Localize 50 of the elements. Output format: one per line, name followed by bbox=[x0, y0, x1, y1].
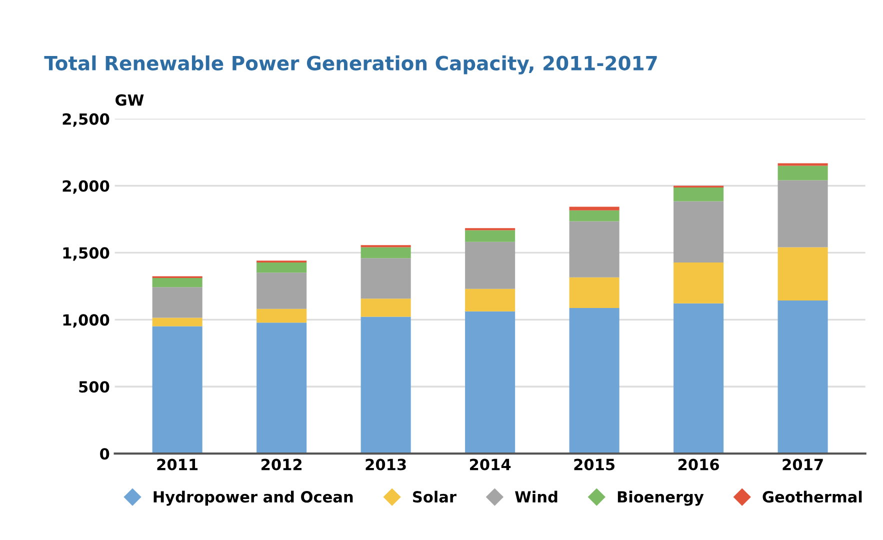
bar bbox=[569, 206, 620, 210]
bar bbox=[152, 278, 202, 288]
bar bbox=[674, 262, 724, 304]
bar bbox=[569, 277, 620, 308]
legend-label: Wind bbox=[515, 490, 558, 503]
bar bbox=[360, 298, 411, 317]
bar bbox=[256, 262, 307, 273]
bar bbox=[152, 287, 202, 318]
legend-label: Geothermal bbox=[762, 490, 862, 503]
y-tick-label: 500 bbox=[79, 381, 110, 393]
bar bbox=[256, 272, 307, 309]
x-tick-label: 2012 bbox=[262, 458, 302, 470]
bar bbox=[778, 180, 828, 248]
bar bbox=[674, 303, 724, 454]
legend-label: Solar bbox=[413, 490, 456, 503]
bar bbox=[778, 247, 828, 301]
bar bbox=[674, 201, 724, 262]
x-tick-label: 2014 bbox=[470, 458, 511, 470]
y-axis-title: GW bbox=[116, 94, 144, 106]
bar bbox=[360, 316, 411, 454]
chart-title: Total Renewable Power Generation Capacity, 2011-2017 bbox=[44, 55, 657, 74]
bar bbox=[465, 242, 516, 289]
bar bbox=[778, 300, 828, 454]
bar bbox=[152, 318, 202, 326]
legend-label: Bioenergy bbox=[618, 490, 704, 506]
bar bbox=[778, 166, 828, 180]
bar bbox=[256, 308, 307, 323]
y-tick-label: 0 bbox=[100, 448, 110, 460]
x-tick-label: 2017 bbox=[782, 458, 823, 470]
y-tick-label: 2,500 bbox=[62, 113, 110, 127]
x-tick-label: 2016 bbox=[678, 458, 719, 470]
x-tick-label: 2013 bbox=[366, 458, 406, 470]
bar bbox=[360, 247, 411, 258]
bar bbox=[569, 308, 620, 454]
bar bbox=[674, 188, 724, 202]
y-tick-label: 1,000 bbox=[63, 314, 110, 328]
y-tick-label: 1,500 bbox=[63, 247, 110, 261]
bar bbox=[465, 288, 516, 312]
bar bbox=[569, 221, 620, 278]
y-tick-label: 2,000 bbox=[62, 180, 110, 194]
x-tick-label: 2015 bbox=[574, 458, 614, 470]
bar bbox=[465, 230, 516, 242]
legend-label: Hydropower and Ocean bbox=[154, 490, 353, 506]
bar bbox=[465, 311, 516, 454]
bar bbox=[569, 210, 620, 222]
bar bbox=[256, 322, 307, 454]
bar bbox=[778, 163, 828, 166]
bar bbox=[360, 258, 411, 299]
bar bbox=[152, 326, 202, 454]
x-tick-label: 2011 bbox=[157, 458, 198, 470]
